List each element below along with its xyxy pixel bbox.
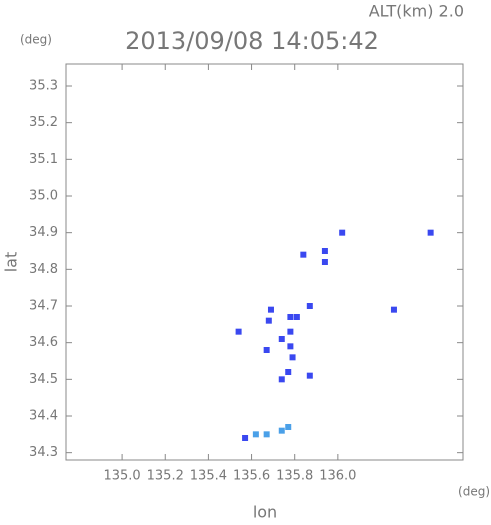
echo-cell	[265, 317, 272, 324]
echo-cell	[252, 431, 259, 438]
y-tick-label: 34.6	[29, 335, 58, 350]
echo-cell	[287, 328, 294, 335]
echo-cell	[339, 229, 346, 236]
x-axis-label: lon	[253, 503, 277, 522]
echo-cell	[306, 372, 313, 379]
echo-cell	[300, 251, 307, 258]
x-tick-label: 135.6	[233, 469, 270, 484]
echo-cell	[321, 259, 328, 265]
x-tick-label: 135.4	[190, 469, 227, 484]
y-tick-label: 34.3	[29, 445, 58, 460]
y-tick-label: 35.3	[29, 79, 58, 94]
x-tick-label: 135.2	[147, 469, 184, 484]
echo-cell	[293, 314, 300, 320]
y-tick-label: 34.9	[29, 225, 58, 240]
echo-cell	[267, 306, 274, 313]
x-tick-label: 135.8	[276, 469, 313, 484]
echo-cell	[278, 336, 285, 342]
echo-cell	[278, 427, 285, 434]
y-tick-label: 34.7	[29, 299, 58, 314]
echo-cell	[289, 354, 296, 361]
echo-cell	[285, 424, 292, 430]
echo-cell	[321, 248, 328, 254]
echo-cell	[278, 376, 285, 383]
echo-cell	[263, 347, 270, 353]
altitude-annotation: ALT(km) 2.0	[369, 2, 464, 21]
y-axis-label: lat	[2, 252, 21, 273]
echo-cell	[287, 314, 294, 320]
y-unit: (deg)	[20, 33, 52, 47]
x-unit: (deg)	[458, 485, 490, 499]
y-tick-label: 35.1	[29, 152, 58, 167]
echo-cell	[390, 306, 397, 313]
x-tick-label: 136.0	[319, 469, 356, 484]
y-tick-label: 34.4	[29, 409, 58, 424]
echo-cell	[235, 328, 242, 335]
y-tick-label: 35.0	[29, 189, 58, 204]
echo-cell	[263, 431, 270, 438]
echo-cell	[287, 343, 294, 350]
plot-frame	[65, 63, 464, 461]
y-tick-label: 34.8	[29, 262, 58, 277]
echo-cell	[306, 303, 313, 309]
y-tick-label: 34.5	[29, 372, 58, 387]
echo-cell	[285, 369, 292, 375]
y-tick-label: 35.2	[29, 115, 58, 130]
echo-cell	[242, 435, 249, 441]
chart-title: 2013/09/08 14:05:42	[125, 27, 379, 55]
echo-cell	[427, 229, 434, 236]
x-tick-label: 135.0	[103, 469, 140, 484]
